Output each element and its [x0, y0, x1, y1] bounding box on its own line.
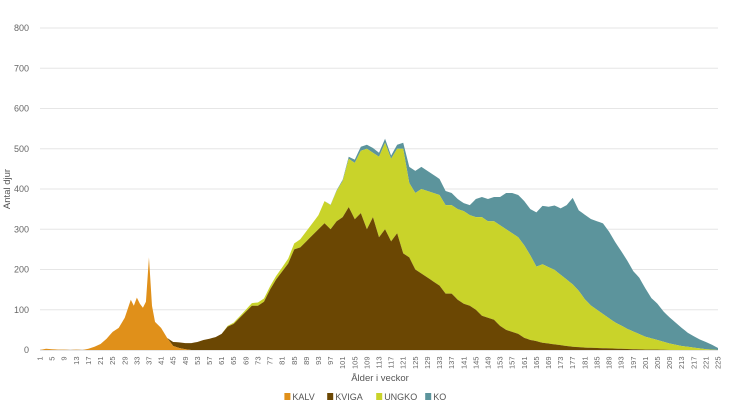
x-tick-label: 221 — [701, 356, 710, 369]
x-tick-label: 49 — [181, 357, 190, 365]
x-tick-label: 181 — [580, 356, 589, 369]
x-tick-label: 173 — [556, 357, 565, 370]
x-tick-label: 129 — [423, 357, 432, 370]
x-tick-label: 177 — [568, 356, 577, 369]
x-tick-label: 169 — [544, 357, 553, 370]
x-tick-label: 133 — [435, 357, 444, 370]
legend: KALV KVIGA UNGKO KO — [284, 392, 446, 402]
x-tick-label: 113 — [375, 357, 384, 369]
x-tick-label: 105 — [350, 357, 359, 370]
x-tick-label: 149 — [483, 356, 492, 369]
x-tick-label: 53 — [193, 356, 202, 364]
x-tick-label: 137 — [447, 356, 456, 369]
legend-item-kalv[interactable]: KALV — [284, 392, 315, 402]
x-tick-label: 45 — [169, 357, 178, 365]
legend-label: KVIGA — [335, 392, 363, 402]
x-tick-label: 117 — [387, 357, 396, 369]
x-tick-label: 185 — [592, 357, 601, 370]
legend-label: KO — [433, 392, 446, 402]
x-tick-label: 109 — [362, 356, 371, 369]
x-tick-label: 61 — [217, 357, 226, 365]
x-tick-label: 77 — [266, 357, 275, 365]
x-tick-label: 225 — [714, 357, 723, 370]
x-tick-label: 101 — [338, 357, 347, 370]
legend-swatch — [327, 393, 334, 400]
x-tick-label: 1 — [36, 357, 45, 361]
y-tick-label: 400 — [14, 184, 29, 194]
x-tick-label: 89 — [302, 357, 311, 365]
legend-item-kviga[interactable]: KVIGA — [327, 392, 363, 402]
x-tick-label: 201 — [641, 357, 650, 370]
x-tick-label: 93 — [314, 356, 323, 364]
x-tick-label: 13 — [72, 356, 81, 364]
y-axis-label: Antal djur — [2, 169, 13, 209]
series-area-ungko — [40, 142, 718, 350]
legend-swatch — [284, 393, 291, 400]
x-tick-label: 145 — [471, 357, 480, 370]
x-tick-label: 161 — [520, 357, 529, 370]
y-tick-label: 800 — [14, 23, 29, 33]
x-tick-label: 17 — [84, 357, 93, 365]
x-tick-label: 9 — [60, 356, 69, 360]
series-area-kviga — [40, 207, 718, 350]
x-tick-label: 81 — [278, 356, 287, 364]
x-tick-label: 5 — [48, 357, 57, 361]
series-area-ko — [40, 138, 718, 350]
y-tick-label: 300 — [14, 224, 29, 234]
x-tick-label: 29 — [120, 357, 129, 365]
x-tick-label: 197 — [629, 357, 638, 370]
legend-item-ko[interactable]: KO — [425, 392, 446, 402]
y-tick-label: 500 — [14, 144, 29, 154]
x-tick-label: 65 — [229, 356, 238, 364]
x-tick-label: 97 — [326, 356, 335, 364]
x-axis: 1 5 9 13 17 21 25 29 33 37 41 45 49 53 57 61 65 69 73 77 81 8… — [36, 356, 723, 369]
y-axis: 0 100 200 300 400 500 600 700 800 — [14, 23, 29, 355]
y-tick-label: 600 — [14, 104, 29, 114]
x-tick-label: 41 — [157, 356, 166, 364]
legend-swatch — [425, 393, 432, 400]
x-tick-label: 73 — [253, 357, 262, 365]
x-tick-label: 125 — [411, 356, 420, 369]
x-tick-label: 189 — [605, 357, 614, 370]
x-tick-label: 69 — [241, 356, 250, 364]
x-tick-label: 141 — [459, 357, 468, 370]
x-tick-label: 85 — [290, 357, 299, 365]
x-tick-label: 157 — [508, 357, 517, 370]
x-tick-label: 209 — [665, 356, 674, 369]
x-tick-label: 205 — [653, 356, 662, 369]
y-tick-label: 200 — [14, 265, 29, 275]
legend-swatch — [376, 393, 383, 400]
x-tick-label: 193 — [617, 356, 626, 369]
x-axis-label: Ålder i veckor — [351, 373, 409, 384]
series-area-kalv — [40, 257, 718, 350]
x-tick-label: 165 — [532, 356, 541, 369]
legend-item-ungko[interactable]: UNGKO — [376, 392, 417, 402]
y-tick-label: 700 — [14, 63, 29, 73]
x-tick-label: 213 — [677, 357, 686, 370]
legend-label: KALV — [292, 392, 314, 402]
x-tick-label: 37 — [144, 356, 153, 364]
y-tick-label: 0 — [24, 345, 29, 355]
x-tick-label: 33 — [132, 357, 141, 365]
x-tick-label: 57 — [205, 357, 214, 365]
y-tick-label: 100 — [14, 305, 29, 315]
series-areas — [40, 138, 718, 350]
x-tick-label: 217 — [689, 357, 698, 370]
x-tick-label: 153 — [496, 356, 505, 369]
legend-label: UNGKO — [384, 392, 417, 402]
x-tick-label: 21 — [96, 357, 105, 365]
x-tick-label: 121 — [399, 356, 408, 369]
x-tick-label: 25 — [108, 356, 117, 364]
